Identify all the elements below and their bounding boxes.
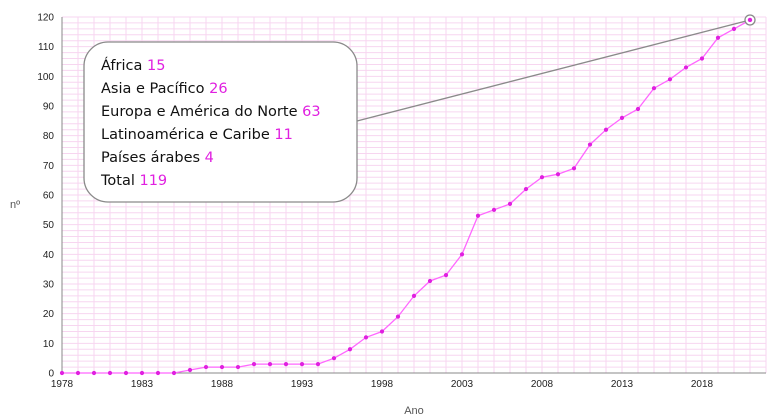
callout-target-point bbox=[747, 17, 753, 23]
series-total bbox=[59, 17, 753, 376]
y-tick-label: 120 bbox=[37, 13, 54, 24]
data-point bbox=[587, 142, 593, 147]
y-tick-label: 10 bbox=[43, 339, 55, 350]
x-tick-label: 2013 bbox=[611, 379, 634, 390]
y-tick-labels: 0 10 20 30 40 50 60 70 80 90 100 110 120 bbox=[37, 13, 54, 380]
x-axis-label: Ano bbox=[404, 405, 424, 416]
data-point bbox=[411, 293, 417, 298]
y-tick-label: 60 bbox=[43, 191, 55, 202]
data-point bbox=[331, 356, 337, 361]
data-point bbox=[187, 367, 193, 373]
y-tick-label: 90 bbox=[43, 102, 55, 113]
y-tick-label: 80 bbox=[43, 131, 55, 142]
callout-entry-value: 63 bbox=[302, 104, 320, 120]
data-point bbox=[283, 362, 289, 367]
data-point bbox=[427, 278, 433, 284]
callout-entry-value: 11 bbox=[274, 127, 292, 143]
data-point bbox=[683, 65, 689, 70]
x-tick-label: 2003 bbox=[451, 379, 474, 390]
data-point bbox=[139, 370, 145, 376]
y-tick-label: 20 bbox=[43, 309, 55, 320]
callout-entry-value: 26 bbox=[209, 81, 227, 97]
y-tick-label: 50 bbox=[43, 220, 55, 231]
callout-entry: África 15 bbox=[101, 57, 165, 74]
callout-entry: Asia e Pacífico 26 bbox=[101, 81, 228, 97]
data-point bbox=[507, 201, 513, 206]
callout-entry-label: África bbox=[101, 57, 147, 74]
data-point bbox=[523, 186, 529, 192]
axes bbox=[61, 17, 766, 374]
data-point bbox=[491, 207, 497, 212]
x-tick-label: 2008 bbox=[531, 379, 554, 390]
data-point bbox=[107, 370, 113, 376]
data-point bbox=[651, 86, 657, 91]
data-point bbox=[155, 370, 161, 376]
callout-entry-label: Asia e Pacífico bbox=[101, 81, 209, 97]
data-point bbox=[555, 172, 561, 177]
callout-entry: Países árabes 4 bbox=[101, 150, 214, 166]
y-tick-label: 100 bbox=[37, 72, 54, 83]
data-point bbox=[59, 370, 65, 376]
data-point bbox=[475, 213, 481, 218]
callout-entry-label: Europa e América do Norte bbox=[101, 104, 302, 120]
callout-entry: Europa e América do Norte 63 bbox=[101, 104, 321, 120]
data-point bbox=[443, 273, 449, 278]
callout-entry: Total 119 bbox=[100, 173, 167, 189]
y-tick-label: 70 bbox=[43, 161, 55, 172]
callout-entry-value: 15 bbox=[147, 58, 165, 74]
data-point bbox=[603, 127, 609, 132]
callout-entry-label: Latinoamérica e Caribe bbox=[101, 127, 274, 143]
data-point bbox=[91, 370, 97, 376]
y-tick-label: 40 bbox=[43, 250, 55, 261]
data-point bbox=[219, 364, 225, 370]
data-point bbox=[203, 364, 209, 370]
data-point bbox=[395, 314, 401, 319]
data-point bbox=[347, 347, 353, 352]
y-tick-label: 30 bbox=[43, 280, 55, 291]
data-point bbox=[299, 362, 305, 367]
x-tick-label: 1993 bbox=[291, 379, 314, 390]
x-tick-label: 1983 bbox=[131, 379, 154, 390]
x-tick-labels: 1978 1983 1988 1993 1998 2003 2008 2013 2018 bbox=[51, 379, 714, 390]
callout-entry: Latinoamérica e Caribe 11 bbox=[101, 127, 293, 143]
data-point bbox=[315, 362, 321, 367]
y-tick-label: 110 bbox=[38, 42, 54, 53]
callout-entry-value: 4 bbox=[205, 150, 214, 166]
y-axis-label: nº bbox=[10, 199, 20, 211]
x-tick-label: 1988 bbox=[211, 379, 234, 390]
callout-entry-label: Total bbox=[100, 173, 139, 189]
data-point bbox=[699, 56, 705, 61]
data-point bbox=[731, 26, 737, 31]
series-line bbox=[62, 19, 751, 374]
data-point bbox=[571, 166, 577, 171]
data-point bbox=[267, 362, 273, 367]
x-tick-label: 1998 bbox=[371, 379, 394, 390]
callout-leader-line bbox=[356, 19, 751, 122]
x-tick-label: 2018 bbox=[691, 379, 714, 390]
data-point bbox=[75, 370, 81, 376]
callout-entry-value: 119 bbox=[139, 173, 167, 189]
data-point bbox=[123, 370, 129, 376]
data-point bbox=[363, 335, 369, 340]
data-point bbox=[235, 364, 241, 370]
data-point bbox=[715, 35, 721, 40]
data-point bbox=[251, 362, 257, 367]
data-point bbox=[171, 370, 177, 376]
data-point bbox=[667, 77, 673, 82]
data-point bbox=[635, 106, 641, 112]
callout-box bbox=[83, 41, 358, 203]
data-point bbox=[619, 115, 625, 120]
data-point bbox=[379, 329, 385, 334]
data-point bbox=[459, 252, 465, 257]
callout: África 15 Asia e Pacífico 26 Europa e Amér… bbox=[83, 14, 756, 203]
y-tick-label: 0 bbox=[48, 369, 54, 380]
callout-entry-label: Países árabes bbox=[101, 150, 205, 166]
data-point bbox=[539, 175, 545, 180]
x-tick-label: 1978 bbox=[51, 379, 74, 390]
